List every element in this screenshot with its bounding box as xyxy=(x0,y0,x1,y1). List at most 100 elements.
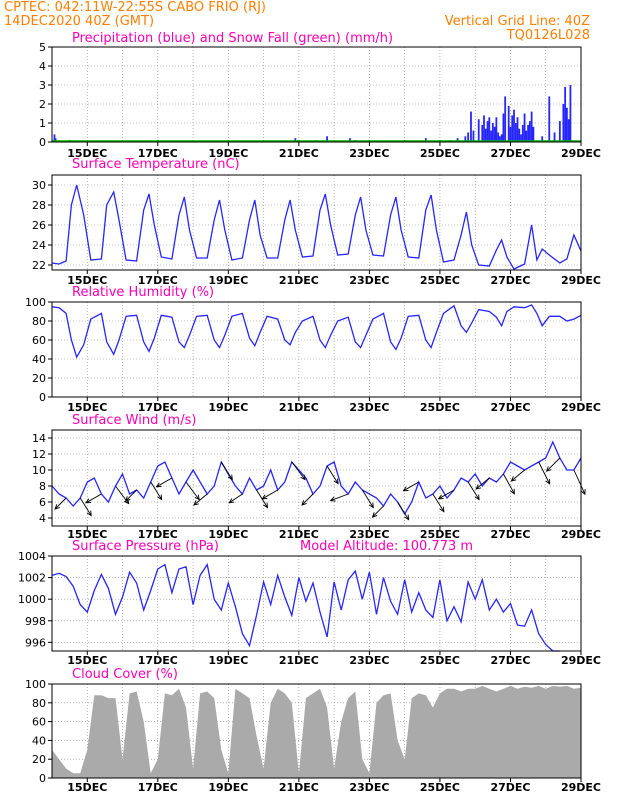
precip-bar xyxy=(548,96,551,142)
wind-arrow xyxy=(503,473,515,495)
temp-xtick-label: 27DEC xyxy=(490,274,530,287)
wind-arrow xyxy=(467,481,480,500)
humidity-ytick-label: 80 xyxy=(32,315,46,328)
pressure-xtick-label: 23DEC xyxy=(349,654,389,667)
pressure-ytick-label: 1000 xyxy=(18,593,46,606)
precip-bar xyxy=(523,113,526,142)
pressure-xtick-label: 27DEC xyxy=(490,654,530,667)
pressure-xtick-label: 19DEC xyxy=(208,654,248,667)
temp-frame xyxy=(51,174,582,271)
humidity-ytick-label: 60 xyxy=(32,334,46,347)
wind-arrow-head xyxy=(437,494,444,500)
cloud-xtick-label: 23DEC xyxy=(349,781,389,794)
precip-bar xyxy=(521,124,524,142)
wind-ytick-label: 4 xyxy=(39,512,46,525)
cloud-ytick-label: 40 xyxy=(32,734,46,747)
pressure-xtick-label: 17DEC xyxy=(138,654,178,667)
cloud-xtick-label: 21DEC xyxy=(279,781,319,794)
wind-arrow xyxy=(54,497,67,510)
humidity-xtick-label: 25DEC xyxy=(420,401,460,414)
header-model-code: TQ0126L028 xyxy=(506,28,590,43)
wind-arrow-head xyxy=(261,494,268,500)
wind-xtick-label: 17DEC xyxy=(138,528,178,541)
precip-bar xyxy=(483,115,485,142)
wind-line xyxy=(51,440,582,516)
humidity-frame xyxy=(51,301,582,398)
precip-bar xyxy=(504,96,507,142)
cloud-xtick-label: 29DEC xyxy=(561,781,601,794)
snow-bar xyxy=(562,140,565,143)
pressure-title: Surface Pressure (hPa) xyxy=(72,539,219,554)
pressure-line xyxy=(51,562,560,652)
wind-arrow xyxy=(79,497,92,516)
humidity-title: Relative Humidity (%) xyxy=(72,285,214,300)
humidity-xtick-label: 23DEC xyxy=(349,401,389,414)
wind-arrow xyxy=(546,457,561,472)
cloud-ytick-label: 100 xyxy=(25,678,46,691)
precip-bar xyxy=(507,105,510,142)
precip-bar xyxy=(467,132,470,142)
precip-title: Precipitation (blue) and Snow Fall (gree… xyxy=(72,31,393,46)
precip-ytick-label: 4 xyxy=(39,60,46,73)
wind-xtick-label: 25DEC xyxy=(420,528,460,541)
precip-bar xyxy=(562,104,565,142)
humidity-xtick-label: 27DEC xyxy=(490,401,530,414)
humidity-xtick-label: 21DEC xyxy=(279,401,319,414)
precip-bar xyxy=(509,126,512,142)
precip-bar xyxy=(493,126,496,142)
wind-arrow-head xyxy=(510,476,517,482)
humidity-ytick-label: 40 xyxy=(32,353,46,366)
temp-xtick-label: 19DEC xyxy=(208,274,248,287)
wind-xtick-label: 29DEC xyxy=(561,528,601,541)
temp-title: Surface Temperature (nC) xyxy=(72,157,240,172)
precip-bar xyxy=(486,121,489,142)
precip-bar xyxy=(518,128,521,142)
cloud-xtick-label: 27DEC xyxy=(490,781,530,794)
pressure-xtick-label: 21DEC xyxy=(279,654,319,667)
precip-xtick-label: 23DEC xyxy=(349,147,389,160)
wind-arrow-head xyxy=(402,486,409,492)
precip-bar xyxy=(520,134,522,142)
wind-xtick-label: 23DEC xyxy=(349,528,389,541)
wind-arrow-head xyxy=(157,494,163,501)
wind-arrow-head xyxy=(193,500,199,506)
precip-ytick-label: 5 xyxy=(39,41,46,54)
wind-arrow-head xyxy=(300,474,306,481)
precip-bar xyxy=(567,119,570,142)
precip-bar xyxy=(472,130,475,142)
wind-arrow xyxy=(361,489,374,508)
wind-arrow xyxy=(193,493,208,506)
precip-bar xyxy=(349,138,351,142)
wind-xtick-label: 15DEC xyxy=(67,528,107,541)
temp-xtick-label: 17DEC xyxy=(138,274,178,287)
header-station: CPTEC: 042:11W-22:55S CABO FRIO (RJ) xyxy=(4,0,267,15)
cloud-ytick-label: 80 xyxy=(32,697,46,710)
wind-arrow-head xyxy=(86,510,92,517)
precip-bar xyxy=(511,115,514,142)
pressure-frame xyxy=(51,555,582,652)
wind-arrow xyxy=(438,489,455,500)
cloud-ytick-label: 60 xyxy=(32,716,46,729)
precip-bar xyxy=(490,130,492,142)
precip-xtick-label: 17DEC xyxy=(138,147,178,160)
cloud-xtick-label: 17DEC xyxy=(138,781,178,794)
wind-arrow-head xyxy=(227,474,233,481)
precip-bar xyxy=(53,134,56,142)
humidity-xtick-label: 15DEC xyxy=(67,401,107,414)
wind-arrow xyxy=(85,493,102,504)
wind-ytick-label: 12 xyxy=(32,448,46,461)
header-run-date: 14DEC2020 40Z (GMT) xyxy=(4,14,155,29)
humidity-xtick-label: 17DEC xyxy=(138,401,178,414)
wind-arrow xyxy=(372,505,384,518)
wind-arrow xyxy=(185,481,200,500)
precip-frame xyxy=(51,46,582,143)
precip-xtick-label: 29DEC xyxy=(561,147,601,160)
header-grid-line: Vertical Grid Line: 40Z xyxy=(444,14,590,29)
snow-bar xyxy=(438,140,441,143)
humidity-ytick-label: 0 xyxy=(39,391,46,404)
wind-arrow xyxy=(397,501,409,520)
precip-bar xyxy=(553,132,556,142)
temp-ytick-label: 30 xyxy=(32,179,46,192)
wind-arrow-head xyxy=(301,500,307,506)
wind-arrow xyxy=(301,493,314,506)
